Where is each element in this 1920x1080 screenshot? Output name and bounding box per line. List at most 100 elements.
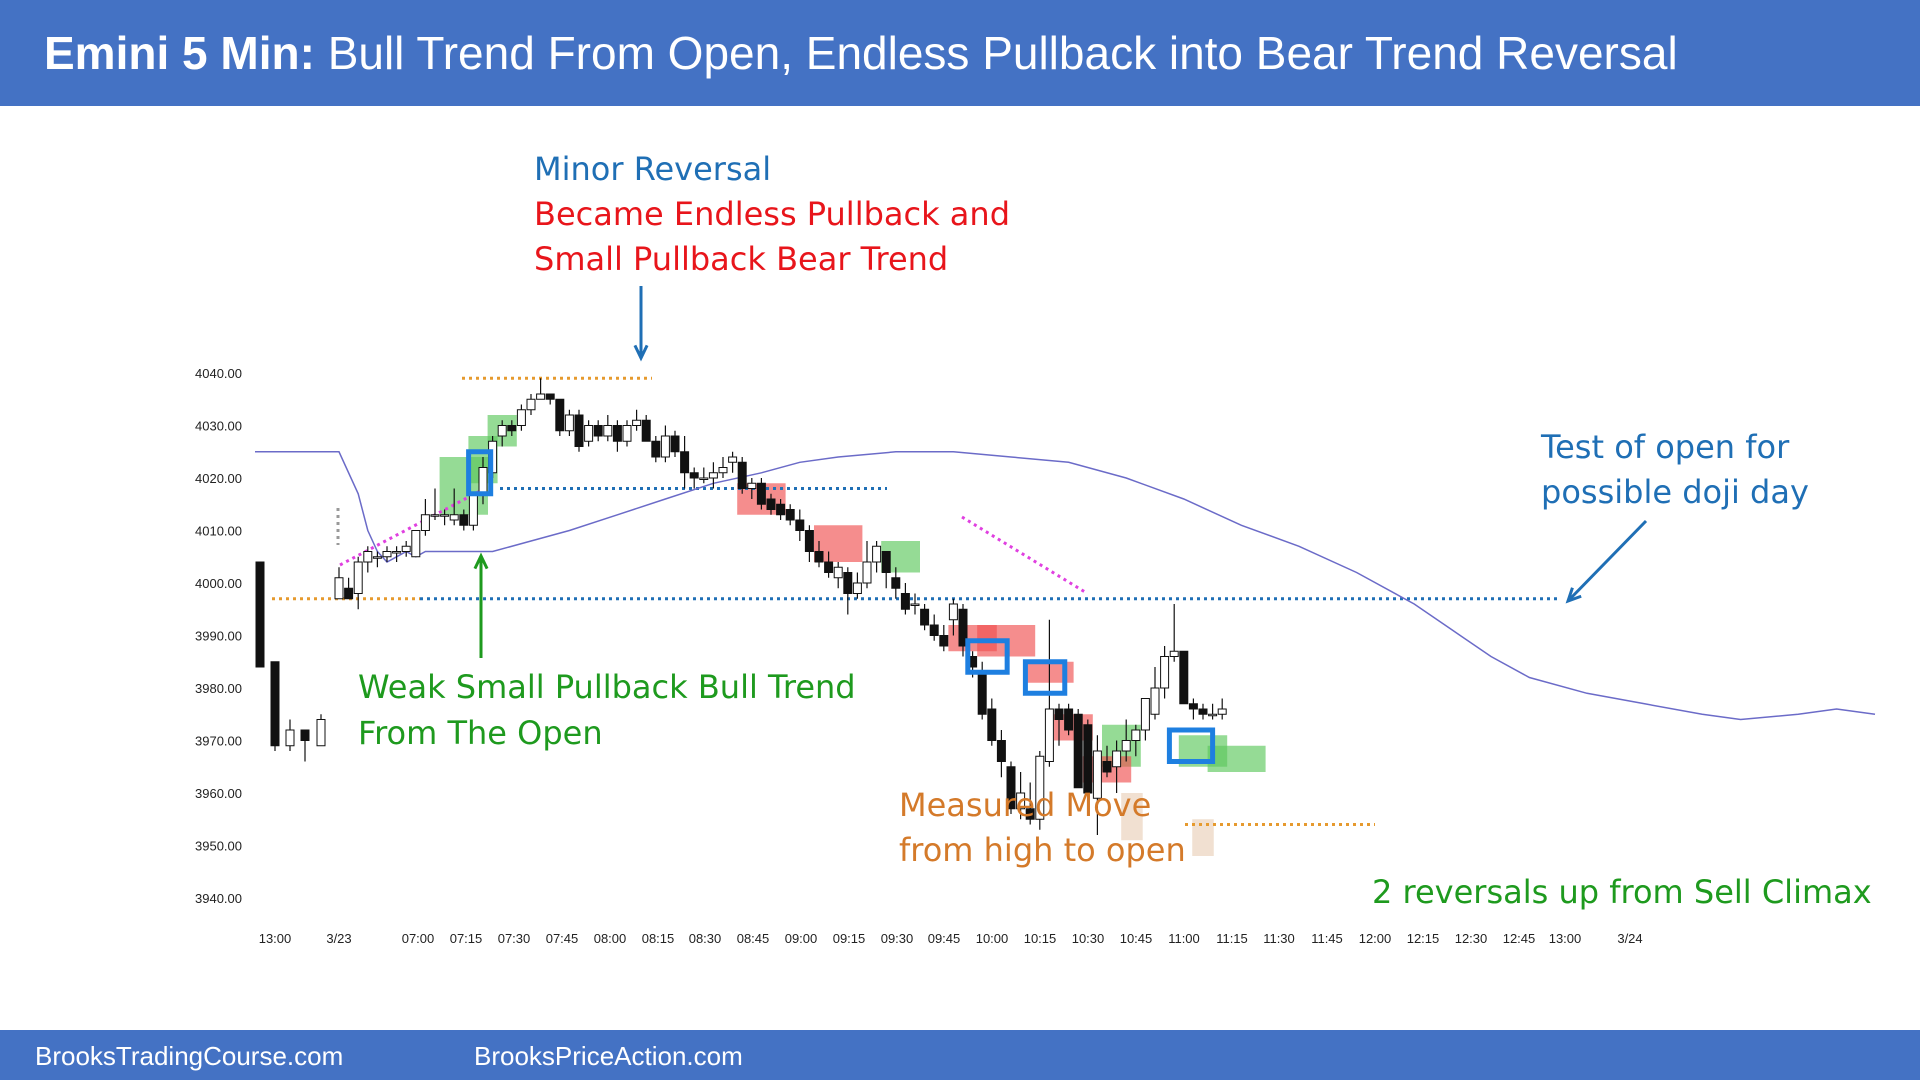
y-tick-label: 3980.00 [195,681,242,696]
x-tick-label: 13:00 [1549,931,1582,946]
candle-11 [440,514,450,517]
candle-57 [881,551,891,573]
candle-20 [526,398,536,411]
candle-49 [804,530,814,552]
candle-8 [411,530,421,558]
candle-0 [334,577,344,600]
prior-day-candle-3 [300,729,310,741]
candle-25 [574,414,584,447]
candle-17 [497,425,507,437]
candle-7 [401,545,411,552]
y-tick-label: 4020.00 [195,471,242,486]
prior-day-candle-4 [316,719,326,747]
x-tick-label: 10:00 [976,931,1009,946]
ema-line [254,451,1876,721]
x-tick-label: 07:15 [450,931,483,946]
footer-right-link[interactable]: BrooksPriceAction.com [474,1041,743,1071]
arrow-test-of-open-head [1565,587,1582,604]
candle-63 [939,635,949,647]
candle-50 [814,551,824,563]
title-rest: Bull Trend From Open, Endless Pullback i… [327,27,1678,79]
x-tick-label: 13:00 [259,931,292,946]
candle-29 [612,425,622,442]
candle-12 [449,514,459,521]
candle-34 [660,435,670,458]
x-tick-label: 08:30 [689,931,722,946]
candle-76 [1064,708,1074,731]
candle-78 [1083,724,1093,794]
candle-90 [1198,708,1208,715]
candle-9 [420,514,430,531]
candle-46 [776,503,786,516]
candle-15 [478,467,488,495]
x-tick-label: 08:00 [594,931,627,946]
prior-day-candle-0 [255,561,265,668]
candle-61 [920,608,930,626]
annotation-weak-1: Weak Small Pullback Bull Trend [358,668,856,706]
level-lines-layer [272,376,1560,826]
candle-28 [603,425,613,437]
x-tick-label: 07:45 [546,931,579,946]
x-tick-label: 09:00 [785,931,818,946]
candle-69 [996,740,1006,762]
arrow-weak-bull [473,552,489,658]
candle-36 [680,451,690,474]
x-tick-label: 11:15 [1216,931,1248,946]
candle-41 [728,456,738,463]
candle-72 [1025,808,1035,820]
x-tick-label: 08:45 [737,931,770,946]
signal-box-1 [965,638,1010,675]
candle-5 [382,551,392,558]
candle-92 [1217,708,1227,715]
bear-trendline-magenta [961,515,1086,594]
candle-37 [689,472,699,479]
candle-75 [1054,708,1064,720]
candle-26 [584,425,594,442]
candle-33 [651,440,661,458]
candle-65 [958,608,968,647]
candle-3 [363,551,373,563]
annotation-endless-1: Became Endless Pullback and [534,195,1010,233]
candle-73 [1035,755,1045,820]
candle-1 [344,587,354,600]
x-tick-label: 12:00 [1359,931,1392,946]
candle-24 [564,414,574,432]
candle-82 [1121,740,1131,752]
candle-42 [737,461,747,489]
footer-bar: BrooksTradingCourse.com BrooksPriceActio… [0,1030,1920,1080]
signal-box-3 [1166,727,1216,764]
y-tick-label: 3940.00 [195,891,242,906]
signal-boxes-layer [466,449,1216,764]
x-tick-label: 3/23 [326,931,351,946]
candle-10 [430,514,440,517]
candle-39 [708,472,718,479]
x-tick-label: 08:15 [642,931,675,946]
candle-4 [372,556,382,559]
footer-left-link[interactable]: BrooksTradingCourse.com [35,1041,344,1071]
annotation-test-1: Test of open for [1540,428,1790,466]
annotation-test-2: possible doji day [1541,473,1809,511]
arrow-minor-reversal [633,286,649,362]
ema-layer [254,451,1876,721]
candle-51 [824,561,834,573]
title-bold: Emini 5 Min: [44,27,315,79]
candle-84 [1140,698,1150,731]
axes-layer: 4040.00 4030.00 4020.00 4010.00 4000.00 3990.… [195,366,1643,946]
candles-layer [255,378,1227,835]
candle-60 [910,603,920,606]
candle-45 [766,498,776,510]
candle-74 [1044,708,1054,762]
candle-62 [929,624,939,636]
arrow-test-of-open [1565,519,1648,604]
y-tick-label: 3990.00 [195,629,242,644]
candle-91 [1208,713,1218,717]
candle-83 [1131,729,1141,741]
x-tick-label: 3/24 [1617,931,1642,946]
arrow-minor-reversal-head [633,344,649,362]
candle-54 [852,582,862,594]
x-tick-label: 11:00 [1168,931,1200,946]
x-tick-label: 10:30 [1072,931,1105,946]
x-tick-label: 11:45 [1311,931,1343,946]
candle-48 [795,519,805,531]
x-tick-label: 07:00 [402,931,435,946]
